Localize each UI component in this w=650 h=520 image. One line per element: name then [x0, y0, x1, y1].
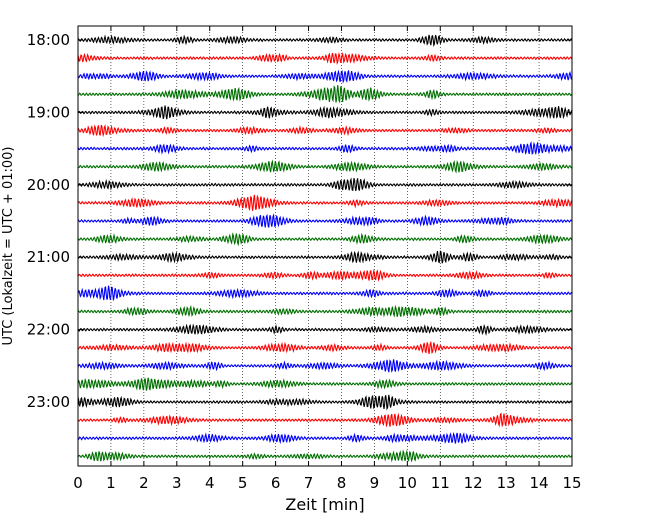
trace-1930	[77, 141, 573, 156]
y-tick-label: 20:00	[27, 176, 70, 194]
y-axis: 18:00 19:00 20:00 21:00 22:00 23:00	[27, 31, 572, 411]
trace-1915	[77, 124, 573, 138]
x-axis: 0 1 2 3 4 5 6 7 8 9 10 11 12 13 14 15	[73, 26, 582, 492]
y-tick-label: 19:00	[27, 103, 70, 121]
trace-2330	[77, 431, 573, 445]
trace-2015	[77, 194, 573, 212]
trace-2345	[77, 449, 573, 463]
x-tick-label: 8	[337, 474, 347, 492]
x-tick-label: 5	[238, 474, 248, 492]
trace-2200	[77, 323, 573, 336]
x-tick-label: 13	[497, 474, 516, 492]
y-tick-label: 23:00	[27, 393, 70, 411]
trace-2145	[77, 304, 573, 318]
trace-2045	[77, 232, 573, 247]
y-tick-label: 21:00	[27, 248, 70, 266]
trace-1815	[77, 51, 573, 65]
x-tick-label: 4	[205, 474, 215, 492]
y-axis-label: UTC (Lokalzeit = UTC + 01:00)	[1, 147, 16, 346]
x-tick-label: 15	[562, 474, 581, 492]
y-tick-label: 22:00	[27, 321, 70, 339]
x-axis-label: Zeit [min]	[285, 495, 364, 514]
trace-2315	[77, 412, 573, 428]
trace-1945	[77, 159, 572, 174]
trace-2215	[77, 340, 573, 355]
x-tick-label: 3	[172, 474, 182, 492]
trace-2130	[77, 285, 573, 301]
x-tick-label: 0	[73, 474, 83, 492]
grid-lines	[110, 26, 540, 466]
trace-1800	[77, 34, 573, 48]
trace-1830	[77, 69, 572, 84]
x-tick-label: 9	[370, 474, 380, 492]
trace-2100	[77, 250, 572, 264]
trace-2030	[77, 213, 573, 229]
x-tick-label: 1	[106, 474, 116, 492]
trace-2230	[77, 359, 573, 373]
trace-2115	[77, 268, 573, 282]
x-tick-label: 12	[464, 474, 483, 492]
x-tick-label: 2	[139, 474, 149, 492]
trace-1900	[77, 105, 573, 120]
trace-2245	[77, 377, 572, 391]
y-tick-label: 18:00	[27, 31, 70, 49]
x-tick-label: 7	[304, 474, 314, 492]
traces-group	[77, 34, 573, 463]
x-tick-label: 11	[431, 474, 450, 492]
x-tick-label: 10	[398, 474, 417, 492]
trace-1845	[77, 85, 573, 104]
x-tick-label: 6	[271, 474, 281, 492]
plot-frame	[77, 25, 573, 467]
trace-2300	[77, 394, 573, 411]
trace-2000	[77, 177, 573, 192]
x-tick-label: 14	[530, 474, 549, 492]
